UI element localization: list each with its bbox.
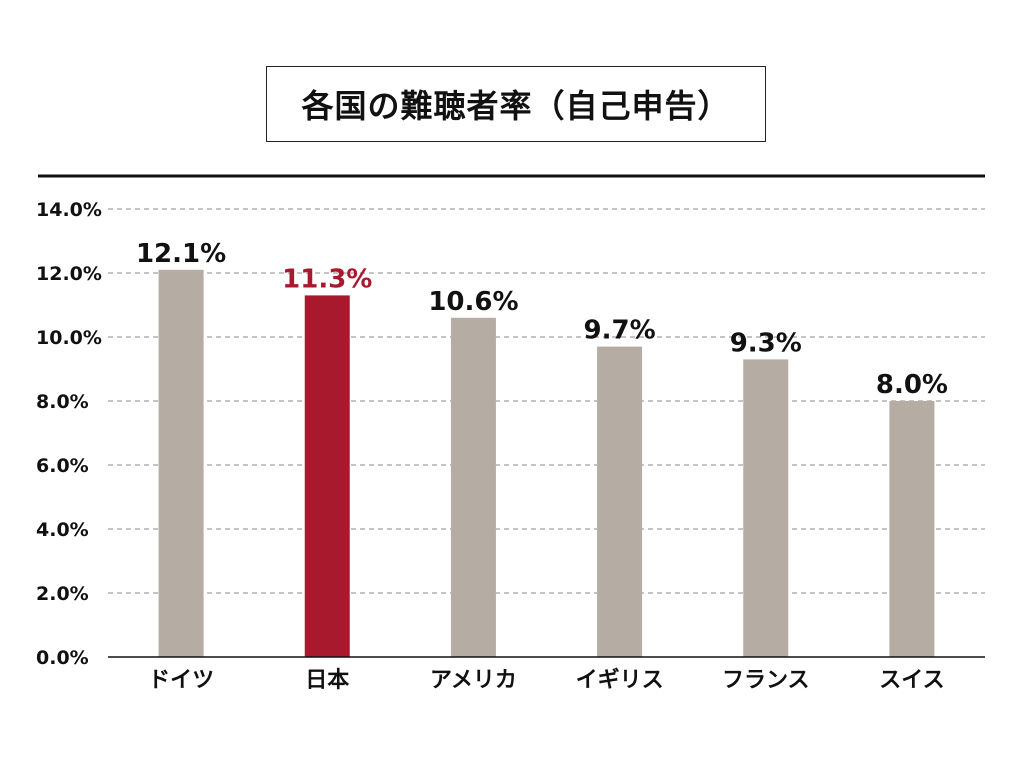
y-tick-label: 14.0% <box>36 199 102 221</box>
bar <box>889 401 935 657</box>
y-tick-label: 8.0% <box>36 391 89 413</box>
x-tick-label: フランス <box>722 668 810 693</box>
bar <box>304 295 350 657</box>
bar <box>158 269 204 657</box>
y-tick-label: 10.0% <box>36 327 102 349</box>
data-label: 8.0% <box>876 370 948 400</box>
data-label: 12.1% <box>136 239 226 269</box>
bar <box>743 359 789 657</box>
bar <box>597 346 643 657</box>
x-tick-label: アメリカ <box>430 668 517 693</box>
data-label: 9.3% <box>730 328 802 358</box>
y-tick-label: 6.0% <box>36 455 89 477</box>
x-tick-label: スイス <box>879 668 944 693</box>
bar <box>450 317 496 657</box>
chart-title-box: 各国の難聴者率（自己申告） <box>266 66 766 142</box>
y-tick-label: 4.0% <box>36 519 89 541</box>
x-tick-label: 日本 <box>305 668 349 693</box>
y-tick-label: 0.0% <box>36 647 89 669</box>
x-tick-label: ドイツ <box>148 668 214 693</box>
data-label: 9.7% <box>584 316 656 346</box>
x-tick-label: イギリス <box>576 668 664 693</box>
data-label: 11.3% <box>282 264 372 294</box>
y-tick-label: 2.0% <box>36 583 89 605</box>
data-label: 10.6% <box>428 287 518 317</box>
chart-title: 各国の難聴者率（自己申告） <box>301 87 731 125</box>
y-tick-label: 12.0% <box>36 263 102 285</box>
